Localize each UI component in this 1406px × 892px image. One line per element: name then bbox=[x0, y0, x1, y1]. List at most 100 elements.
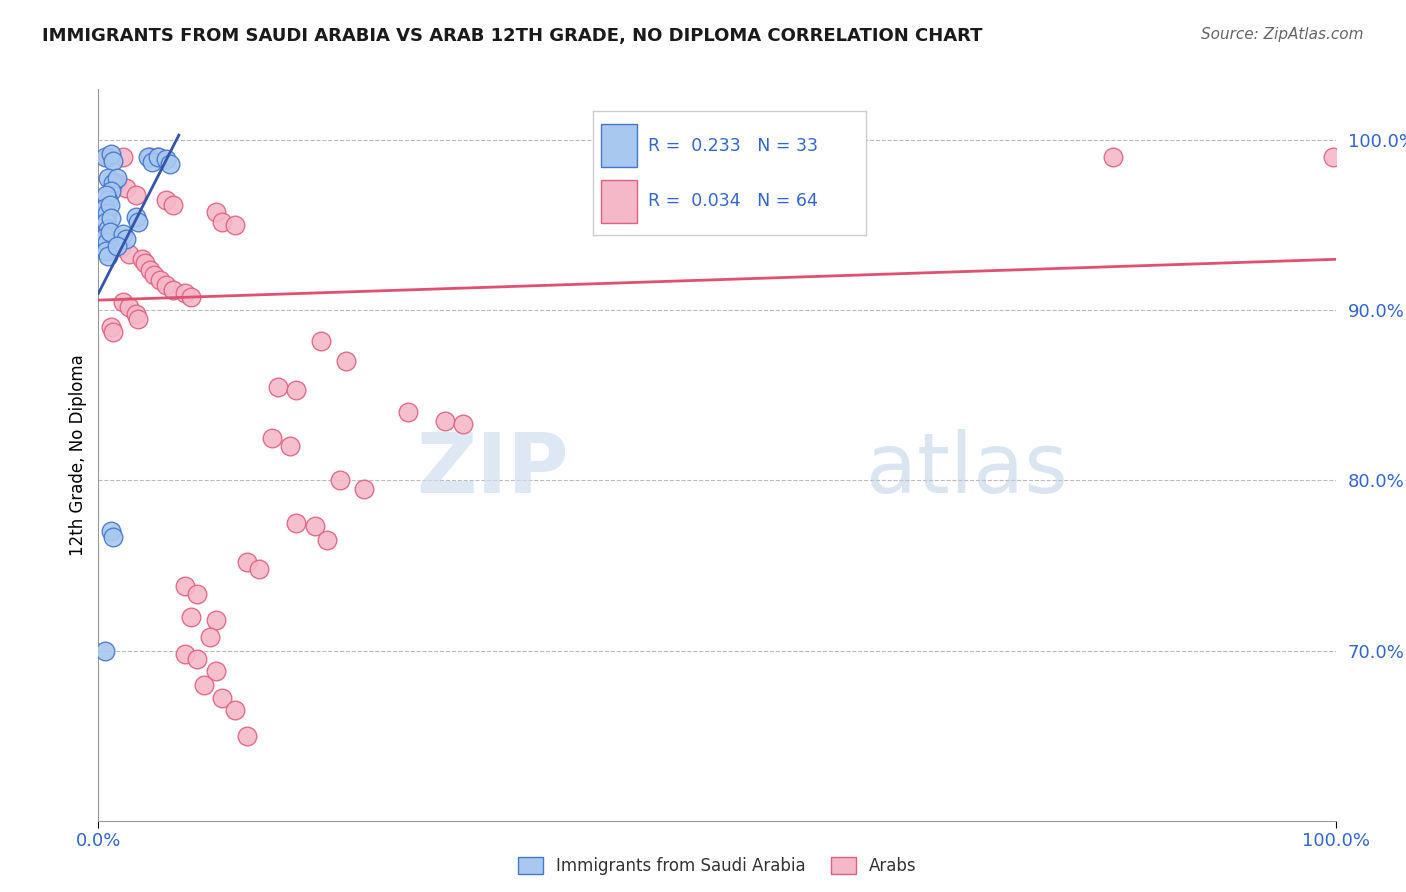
Point bbox=[93, 230, 115, 244]
Point bbox=[112, 227, 135, 241]
Point bbox=[124, 210, 146, 224]
Point bbox=[127, 215, 149, 229]
Point bbox=[110, 240, 132, 254]
Point bbox=[136, 150, 159, 164]
Text: Source: ZipAtlas.com: Source: ZipAtlas.com bbox=[1201, 27, 1364, 42]
Point bbox=[285, 384, 308, 398]
Point bbox=[180, 290, 202, 304]
Point bbox=[205, 664, 228, 678]
Point bbox=[103, 326, 125, 340]
Point bbox=[174, 286, 197, 301]
Point bbox=[174, 647, 197, 661]
Point bbox=[105, 238, 128, 252]
Point bbox=[114, 232, 136, 246]
Point bbox=[97, 193, 120, 207]
Point bbox=[316, 533, 339, 547]
Point bbox=[146, 150, 169, 164]
Text: IMMIGRANTS FROM SAUDI ARABIA VS ARAB 12TH GRADE, NO DIPLOMA CORRELATION CHART: IMMIGRANTS FROM SAUDI ARABIA VS ARAB 12T… bbox=[42, 27, 983, 45]
Point bbox=[100, 146, 122, 161]
Point bbox=[155, 277, 177, 292]
Point bbox=[141, 155, 163, 169]
Point bbox=[174, 579, 197, 593]
Point bbox=[100, 211, 122, 226]
Point bbox=[162, 283, 184, 297]
Point bbox=[309, 334, 332, 348]
Point bbox=[100, 184, 122, 198]
Point bbox=[155, 193, 177, 207]
Point bbox=[224, 703, 246, 717]
Point bbox=[193, 677, 215, 691]
Point bbox=[247, 562, 270, 576]
Point bbox=[118, 300, 141, 314]
Point bbox=[155, 152, 177, 166]
Point bbox=[94, 187, 117, 202]
Point bbox=[100, 524, 122, 539]
Point bbox=[98, 198, 121, 212]
Point bbox=[433, 414, 456, 428]
Legend: Immigrants from Saudi Arabia, Arabs: Immigrants from Saudi Arabia, Arabs bbox=[510, 850, 924, 882]
Text: atlas: atlas bbox=[866, 429, 1067, 510]
Point bbox=[1322, 150, 1344, 164]
Point bbox=[205, 613, 228, 627]
Point bbox=[278, 439, 301, 453]
Point bbox=[105, 176, 128, 190]
Point bbox=[329, 474, 352, 488]
Point bbox=[139, 150, 162, 164]
Point bbox=[103, 153, 125, 168]
Point bbox=[127, 311, 149, 326]
Point bbox=[131, 252, 153, 267]
Point bbox=[1102, 150, 1125, 164]
Point bbox=[335, 354, 357, 368]
Point bbox=[118, 247, 141, 261]
Text: ZIP: ZIP bbox=[416, 429, 568, 510]
Point bbox=[159, 157, 181, 171]
Point bbox=[146, 150, 169, 164]
Point bbox=[94, 244, 117, 258]
Point bbox=[94, 215, 117, 229]
Point bbox=[236, 729, 259, 743]
Point bbox=[149, 273, 172, 287]
Point bbox=[267, 380, 290, 394]
Point bbox=[186, 587, 208, 601]
Point bbox=[260, 431, 283, 445]
Point bbox=[285, 516, 308, 530]
Point bbox=[93, 150, 115, 164]
Point bbox=[143, 268, 166, 282]
Point bbox=[105, 235, 128, 250]
Point bbox=[211, 691, 233, 706]
Point bbox=[97, 249, 120, 263]
Point bbox=[453, 417, 475, 432]
Point bbox=[139, 262, 162, 277]
Point bbox=[100, 320, 122, 334]
Point bbox=[96, 235, 118, 250]
Point bbox=[211, 215, 233, 229]
Point bbox=[236, 555, 259, 569]
Point bbox=[103, 176, 125, 190]
Point bbox=[97, 170, 120, 185]
Point bbox=[180, 609, 202, 624]
Point bbox=[93, 643, 115, 657]
Point bbox=[162, 198, 184, 212]
Point bbox=[97, 150, 120, 164]
Point bbox=[93, 201, 115, 215]
Point bbox=[96, 206, 118, 220]
Point bbox=[124, 187, 146, 202]
Point bbox=[224, 219, 246, 233]
Point bbox=[396, 405, 419, 419]
Point bbox=[112, 150, 135, 164]
Y-axis label: 12th Grade, No Diploma: 12th Grade, No Diploma bbox=[69, 354, 87, 556]
Point bbox=[830, 150, 852, 164]
Point bbox=[112, 294, 135, 309]
Point bbox=[186, 652, 208, 666]
Point bbox=[103, 530, 125, 544]
Point bbox=[105, 170, 128, 185]
Point bbox=[124, 307, 146, 321]
Point bbox=[198, 630, 221, 644]
Point bbox=[114, 181, 136, 195]
Point bbox=[97, 221, 120, 235]
Point bbox=[98, 225, 121, 239]
Point bbox=[134, 256, 156, 270]
Point bbox=[353, 482, 375, 496]
Point bbox=[205, 204, 228, 219]
Point bbox=[304, 519, 326, 533]
